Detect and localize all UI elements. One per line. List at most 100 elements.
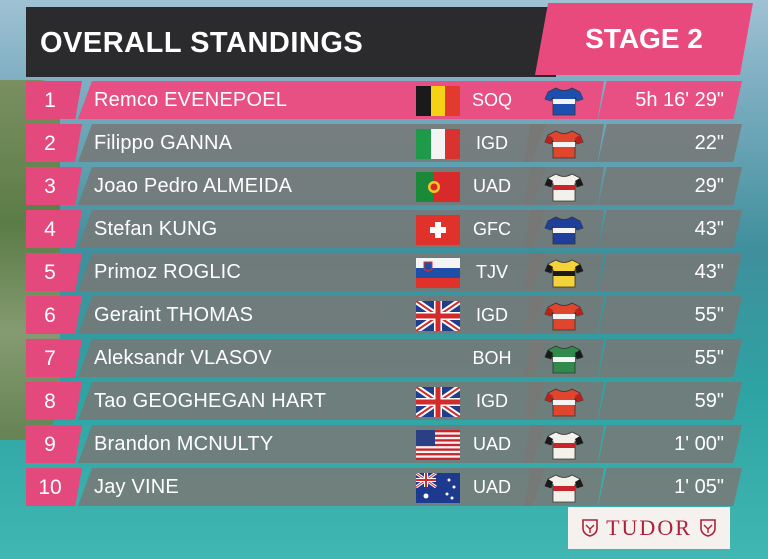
position-number: 4: [44, 218, 56, 241]
rider-name: Stefan KUNG: [94, 218, 218, 240]
team-code: BOH: [472, 348, 512, 368]
jersey-igd-icon: [544, 130, 584, 159]
rider-panel: [78, 425, 546, 463]
time-gap: 1' 00": [674, 433, 724, 455]
page-title: OVERALL STANDINGS: [40, 27, 364, 59]
standings-row: 8 Tao GEOGHEGAN HART IGD 59": [26, 382, 742, 420]
position-badge: 7: [26, 339, 82, 377]
time-panel: [598, 253, 742, 291]
time-gap: 55": [694, 304, 724, 326]
time-panel: [598, 339, 742, 377]
position-number: 3: [44, 175, 56, 198]
standings-row: 9 Brandon MCNULTY UAD 1' 00": [26, 425, 742, 463]
standings-row: 2 Filippo GANNA IGD 22": [26, 124, 742, 162]
standings-row: 3 Joao Pedro ALMEIDA UAD 29": [26, 167, 742, 205]
rider-panel: [78, 339, 546, 377]
position-badge: 4: [26, 210, 82, 248]
team-code: UAD: [472, 477, 511, 497]
slovenia-flag: [416, 258, 460, 288]
standings-row: 4 Stefan KUNG GFC 43": [26, 210, 742, 248]
jersey-soq-icon: [544, 87, 584, 116]
rider-name: Tao GEOGHEGAN HART: [94, 390, 327, 412]
rider-panel: [78, 81, 546, 119]
team-code: GFC: [473, 219, 511, 239]
standings-header: OVERALL STANDINGS: [26, 7, 556, 77]
time-panel: [598, 210, 742, 248]
position-number: 7: [44, 347, 56, 370]
jersey-igd-icon: [544, 302, 584, 331]
position-badge: 1: [26, 81, 82, 119]
time-panel: [598, 296, 742, 334]
time-panel: [598, 81, 742, 119]
jersey-uad-icon: [544, 173, 584, 202]
time-gap: 43": [694, 218, 724, 240]
rider-name: Jay VINE: [94, 476, 179, 498]
jersey-uad-icon: [544, 474, 584, 503]
time-panel: [598, 425, 742, 463]
team-code: IGD: [475, 305, 508, 325]
position-badge: 2: [26, 124, 82, 162]
jersey-boh-icon: [544, 345, 584, 374]
time-panel: [598, 167, 742, 205]
position-number: 5: [44, 261, 56, 284]
rider-name: Joao Pedro ALMEIDA: [94, 175, 293, 197]
switzerland-flag: [416, 215, 460, 245]
jersey-igd-icon: [544, 388, 584, 417]
time-gap: 43": [694, 261, 724, 283]
uk-flag: [416, 387, 460, 417]
standings-row: 10 Jay VINE UAD 1' 05": [26, 468, 742, 506]
standings-row: 6 Geraint THOMAS IGD 55": [26, 296, 742, 334]
position-badge: 6: [26, 296, 82, 334]
standings-row: 7 Aleksandr VLASOV BOH 55": [26, 339, 742, 377]
time-gap: 29": [694, 175, 724, 197]
team-code: IGD: [475, 133, 508, 153]
position-badge: 10: [26, 468, 82, 506]
position-number: 10: [38, 476, 62, 499]
tudor-shield-icon: [700, 519, 716, 537]
time-gap: 1' 05": [674, 476, 724, 498]
australia-flag: [416, 473, 460, 503]
rider-panel: [78, 468, 546, 506]
rider-name: Aleksandr VLASOV: [94, 347, 272, 369]
position-number: 2: [44, 132, 56, 155]
stage-badge: STAGE 2: [535, 3, 753, 75]
time-panel: [598, 468, 742, 506]
stage-label: STAGE 2: [585, 23, 703, 54]
position-badge: 3: [26, 167, 82, 205]
rider-name: Brandon MCNULTY: [94, 433, 274, 455]
belgium-flag: [416, 86, 460, 116]
portugal-flag: [416, 172, 460, 202]
rider-name: Filippo GANNA: [94, 132, 233, 154]
italy-flag: [416, 129, 460, 159]
jersey-gfc-icon: [544, 216, 584, 245]
position-badge: 9: [26, 425, 82, 463]
time-gap: 55": [694, 347, 724, 369]
position-number: 1: [44, 89, 56, 112]
standings-row: 5 Primoz ROGLIC TJV 43": [26, 253, 742, 291]
position-number: 9: [44, 433, 56, 456]
rider-name: Geraint THOMAS: [94, 304, 254, 326]
team-code: UAD: [472, 434, 511, 454]
rider-panel: [78, 167, 546, 205]
time-gap: 22": [694, 132, 724, 154]
time-panel: [598, 382, 742, 420]
rider-panel: [78, 253, 546, 291]
team-code: SOQ: [471, 90, 512, 110]
time-gap: 5h 16' 29": [635, 89, 724, 111]
sponsor-name: TUDOR: [606, 515, 692, 540]
position-badge: 5: [26, 253, 82, 291]
jersey-tjv-icon: [544, 259, 584, 288]
team-code: UAD: [472, 176, 511, 196]
usa-flag: [416, 430, 460, 460]
jersey-uad-icon: [544, 431, 584, 460]
time-panel: [598, 124, 742, 162]
rider-panel: [78, 296, 546, 334]
team-code: TJV: [475, 262, 508, 282]
tudor-shield-icon: [582, 519, 598, 537]
team-code: IGD: [475, 391, 508, 411]
rider-panel: [78, 124, 546, 162]
time-gap: 59": [694, 390, 724, 412]
rider-name: Primoz ROGLIC: [94, 261, 242, 283]
rider-name: Remco EVENEPOEL: [94, 89, 288, 111]
rider-panel: [78, 210, 546, 248]
